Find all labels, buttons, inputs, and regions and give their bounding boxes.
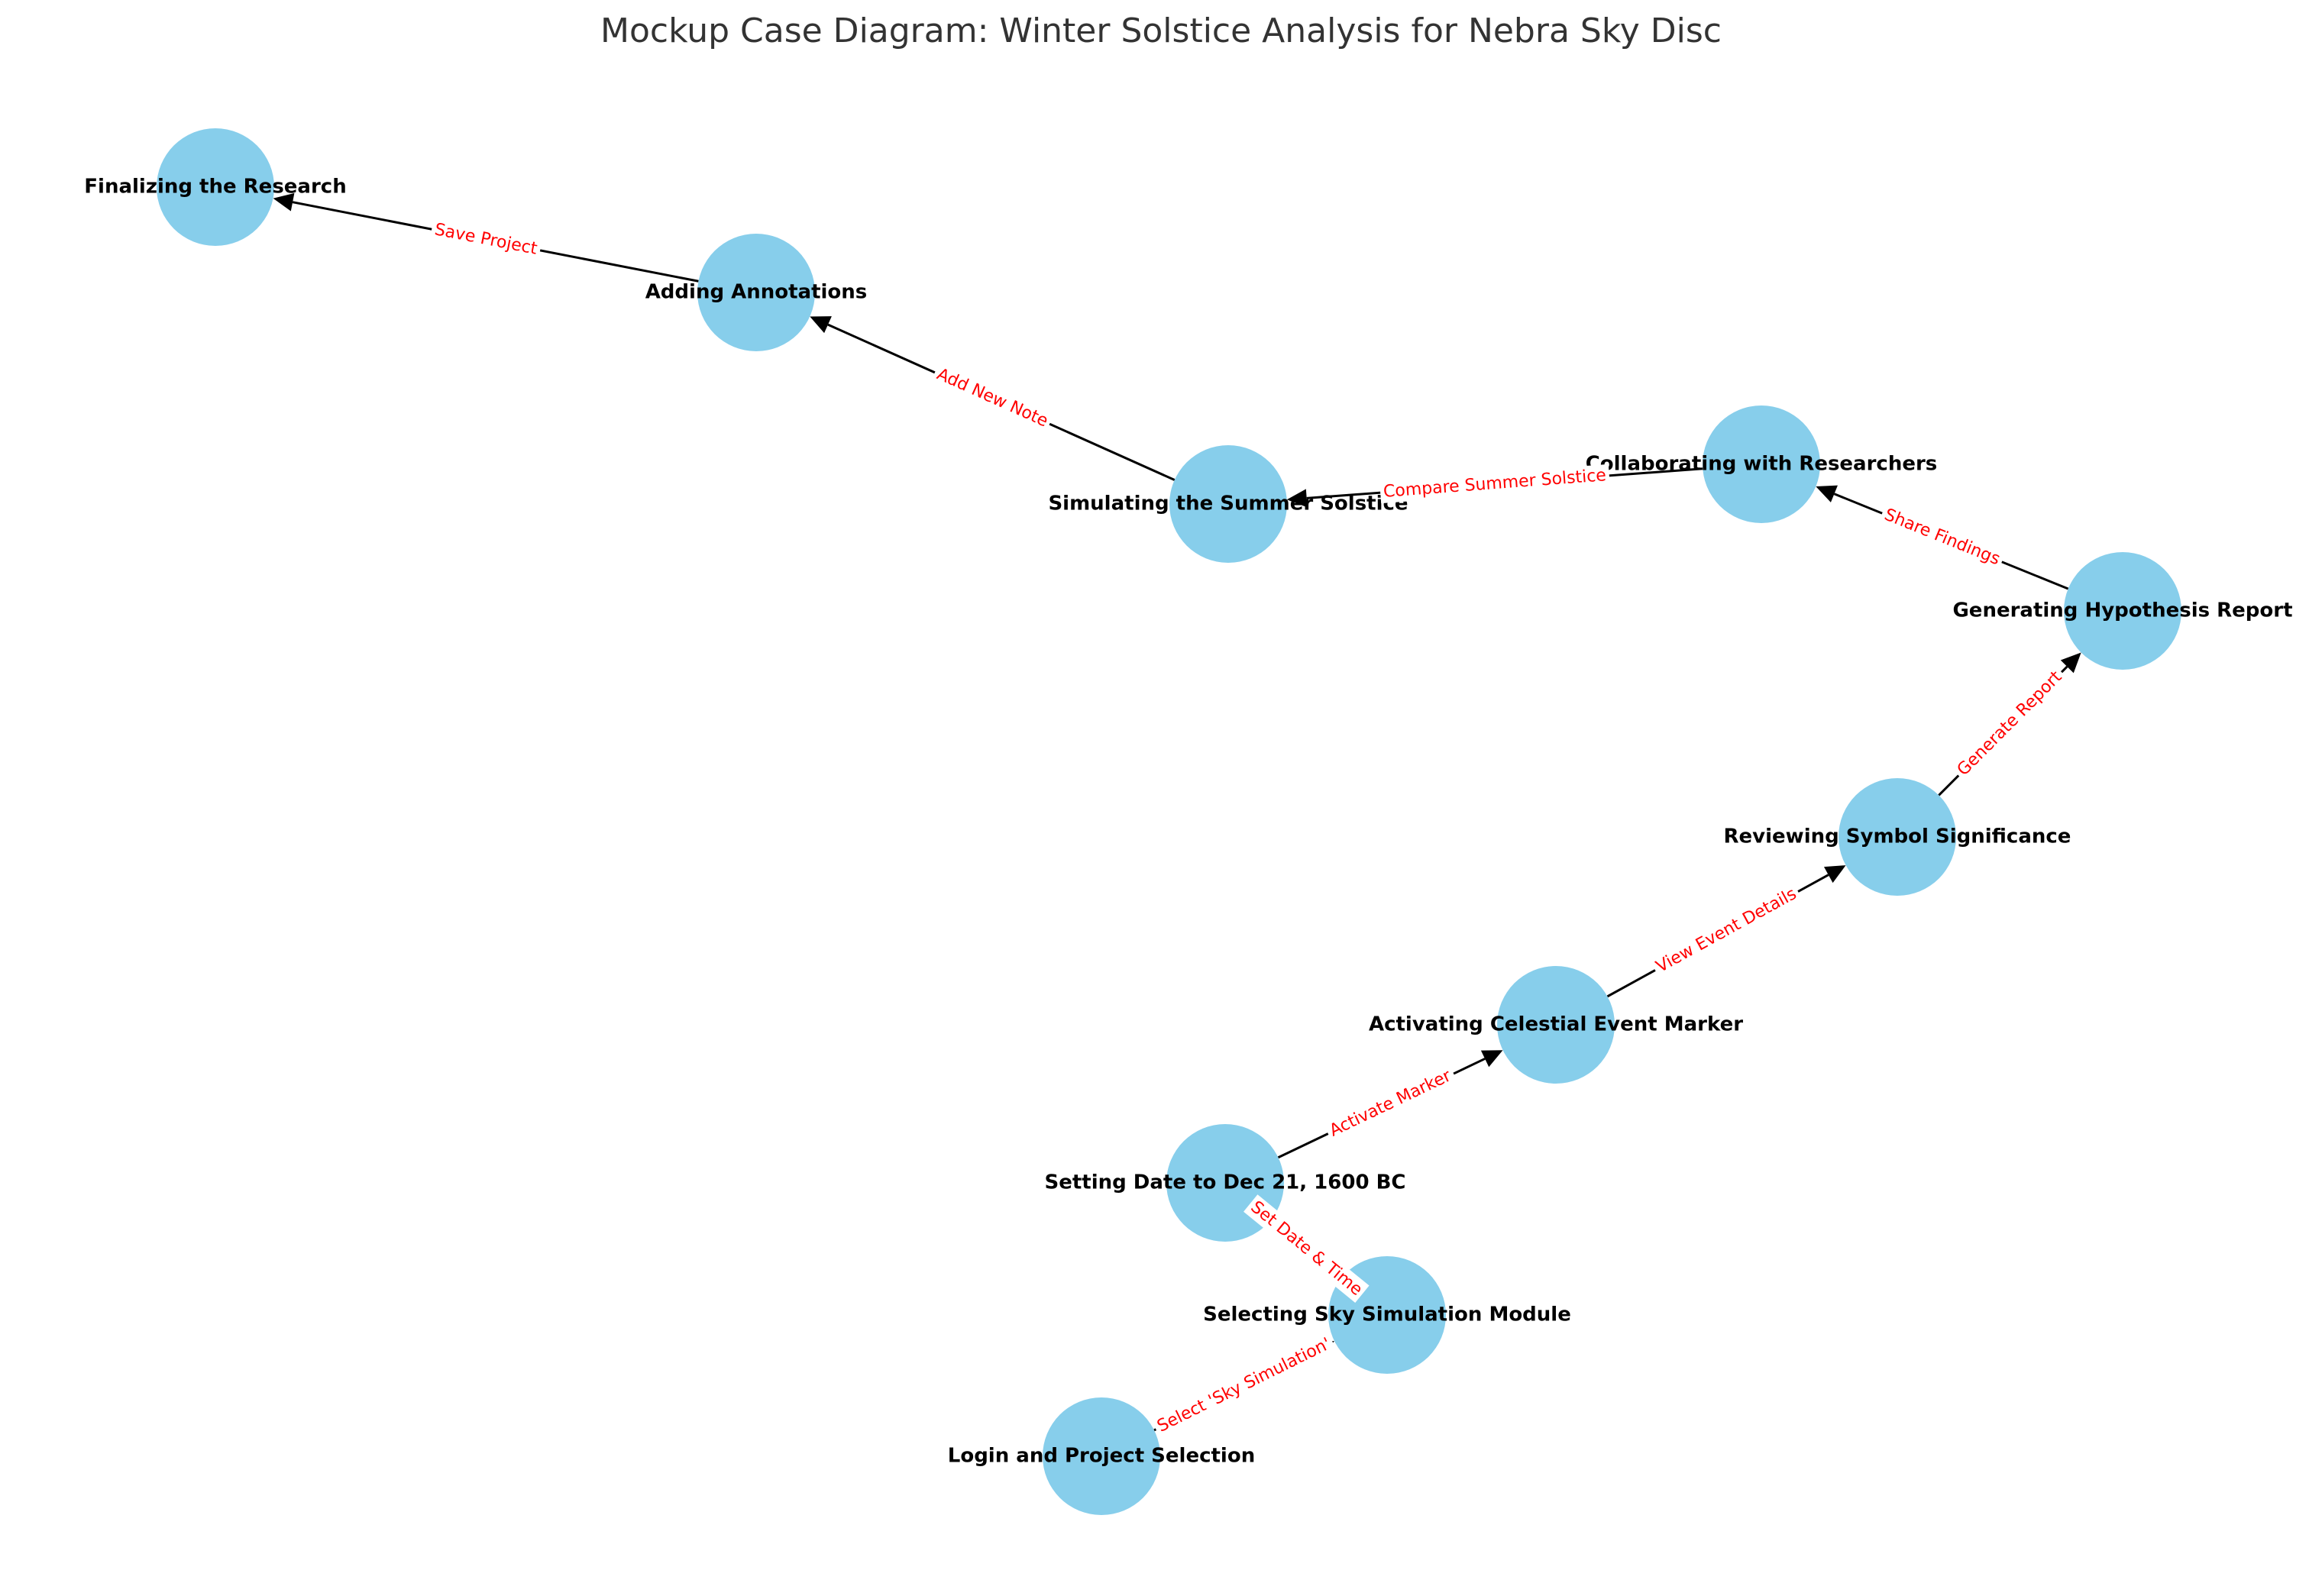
node-label-summer: Simulating the Summer Solstice xyxy=(1048,493,1408,515)
edge-label-hypothesis-collab: Share Findings xyxy=(1881,506,2003,570)
node-collab xyxy=(1703,405,1820,523)
node-annot xyxy=(697,234,815,351)
node-label-date: Setting Date to Dec 21, 1600 BC xyxy=(1045,1171,1406,1194)
edge-label-collab-summer: Compare Summer Solstice xyxy=(1383,466,1607,502)
edge-label-background xyxy=(1243,1194,1370,1303)
edge-label-marker-symbol: View Event Details xyxy=(1653,884,1800,977)
edge-arrowhead-summer-annot xyxy=(810,316,832,334)
node-hypothesis xyxy=(2064,552,2181,670)
node-symbol xyxy=(1839,778,1956,896)
edge-label-login-select: Select 'Sky Simulation' xyxy=(1154,1334,1334,1436)
node-marker xyxy=(1497,966,1615,1084)
node-label-hypothesis: Generating Hypothesis Report xyxy=(1952,599,2292,622)
node-final xyxy=(157,128,274,246)
node-label-marker: Activating Celestial Event Marker xyxy=(1369,1013,1743,1036)
edge-label-background xyxy=(1150,1331,1337,1439)
edge-label-background xyxy=(1950,664,2069,783)
diagram-title: Mockup Case Diagram: Winter Solstice Ana… xyxy=(600,11,1722,50)
edge-arrowhead-marker-symbol xyxy=(1823,865,1846,884)
node-label-annot: Adding Annotations xyxy=(645,281,868,304)
node-summer xyxy=(1169,445,1287,563)
edge-label-select-date: Set Date & Time xyxy=(1247,1197,1366,1300)
edge-arrowhead-annot-final xyxy=(273,192,295,212)
edge-arrowhead-date-marker xyxy=(1480,1050,1503,1068)
edges-layer xyxy=(273,192,2081,1432)
node-label-collab: Collaborating with Researchers xyxy=(1586,453,1938,476)
edge-label-symbol-hypothesis: Generate Report xyxy=(1954,667,2066,780)
edge-arrowhead-collab-summer xyxy=(1286,489,1308,508)
edge-label-background xyxy=(429,218,543,261)
edge-label-background xyxy=(1379,464,1610,504)
edge-label-background xyxy=(930,362,1055,434)
edge-label-background xyxy=(1649,881,1803,980)
edge-arrowhead-hypothesis-collab xyxy=(1816,485,1838,502)
node-label-select: Selecting Sky Simulation Module xyxy=(1203,1304,1571,1326)
edge-label-background xyxy=(1323,1063,1459,1144)
node-label-login: Login and Project Selection xyxy=(948,1445,1255,1468)
node-login xyxy=(1043,1397,1160,1515)
labels-layer: Login and Project Selection Selecting Sky… xyxy=(84,176,2292,1468)
edge-label-background xyxy=(1877,502,2007,572)
node-label-symbol: Reviewing Symbol Significance xyxy=(1724,825,2071,848)
edge-arrowhead-symbol-hypothesis xyxy=(2060,652,2081,674)
edge-label-annot-final: Save Project xyxy=(433,220,539,259)
edge-label-summer-annot: Add New Note xyxy=(934,365,1051,431)
node-label-final: Finalizing the Research xyxy=(84,176,346,199)
edge-label-date-marker: Activate Marker xyxy=(1327,1066,1455,1141)
nodes-layer xyxy=(157,128,2181,1515)
